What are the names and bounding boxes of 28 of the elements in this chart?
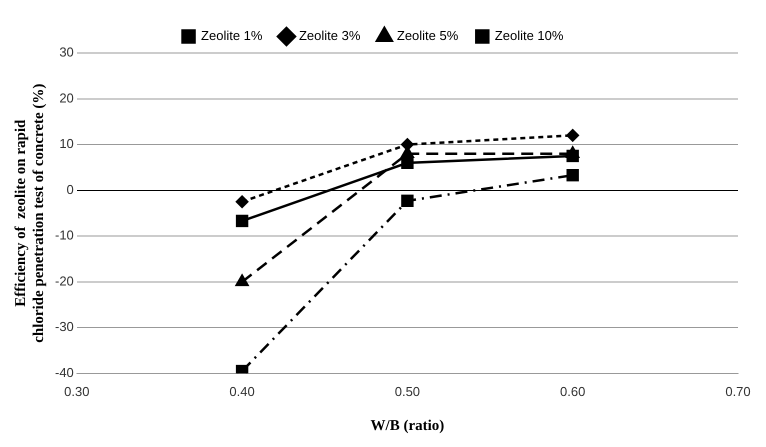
point <box>566 129 579 142</box>
point <box>236 196 248 208</box>
y-tick-label: 0 <box>66 182 74 197</box>
x-tick-label: 0.50 <box>394 384 420 399</box>
y-tick-label: -20 <box>54 273 74 288</box>
x-tick-label: 0.40 <box>229 384 255 399</box>
y-tick-label: -10 <box>54 228 74 243</box>
x-axis-title: W/B (ratio) <box>370 418 444 434</box>
y-axis-title: Efficiency of zeolite on rapid chloride penetration test of concrete (%) <box>12 84 47 343</box>
y-tick-label: -40 <box>54 364 74 380</box>
x-tick-label: 0.70 <box>725 384 751 399</box>
point <box>566 150 579 162</box>
point <box>401 194 414 208</box>
point <box>401 138 414 151</box>
y-tick-label: 10 <box>59 136 74 152</box>
legend-label: Zeolite 1% <box>201 28 263 44</box>
y-tick-label: 30 <box>59 44 74 60</box>
point <box>236 214 248 228</box>
point <box>566 169 579 182</box>
legend-label: Zeolite 10% <box>494 28 564 44</box>
point <box>401 156 414 170</box>
y-tick-label: 20 <box>59 90 74 106</box>
legend-label: Zeolite 3% <box>298 28 361 44</box>
legend-label: Zeolite 5% <box>396 28 459 44</box>
x-tick-label: 0.30 <box>64 384 90 399</box>
y-tick-label: -30 <box>54 319 74 334</box>
point <box>236 274 249 286</box>
x-tick-label: 0.60 <box>560 384 586 399</box>
